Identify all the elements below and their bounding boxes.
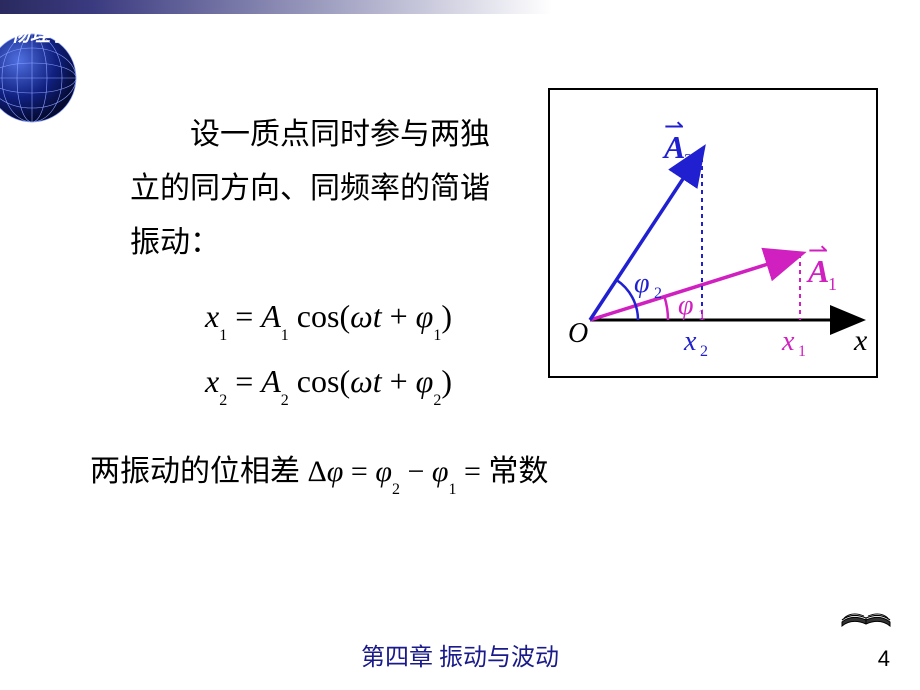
eq1-close: )	[441, 298, 452, 334]
svg-text:1: 1	[698, 307, 706, 324]
pd-eq: =	[343, 455, 375, 488]
eq2-t: t	[373, 363, 382, 399]
phase-suffix: 常数	[488, 455, 548, 488]
svg-text:x: x	[683, 326, 697, 357]
eq1-t: t	[373, 298, 382, 334]
pd-sub2: 2	[392, 481, 400, 498]
pd-sub1: 1	[448, 481, 456, 498]
pd-phi1: φ	[432, 455, 449, 488]
page-number: 4	[878, 646, 890, 672]
eq1-plus: +	[382, 298, 416, 334]
phase-prefix: 两振动的位相差	[90, 455, 300, 488]
diagram-svg: Oxx1x2φ1φ2A⇀1A⇀2	[550, 90, 876, 376]
svg-text:x: x	[853, 324, 868, 357]
eq1-omega: ω	[350, 298, 373, 334]
eq2-x: x	[205, 363, 219, 399]
svg-text:x: x	[781, 326, 795, 357]
intro-paragraph: 设一质点同时参与两独立的同方向、同频率的简谐振动：	[130, 108, 510, 270]
book-icon	[838, 590, 894, 630]
eq1-phi-sub: 1	[433, 327, 441, 344]
eq2-omega: ω	[350, 363, 373, 399]
eq2-x-sub: 2	[219, 392, 227, 409]
svg-text:2: 2	[654, 285, 662, 302]
pd-phi: φ	[327, 455, 344, 488]
pd-delta: Δ	[308, 455, 327, 488]
svg-text:φ: φ	[678, 290, 694, 321]
eq2-A: A	[261, 363, 281, 399]
header-gradient	[0, 0, 920, 14]
svg-text:⇀: ⇀	[808, 238, 828, 264]
eq1-cos: cos(	[289, 298, 350, 334]
eq2-phi: φ	[416, 363, 434, 399]
eq2-A-sub: 2	[281, 392, 289, 409]
footer-chapter: 第四章 振动与波动	[0, 637, 920, 672]
eq2-close: )	[441, 363, 452, 399]
svg-text:1: 1	[798, 343, 806, 360]
eq2-phi-sub: 2	[433, 392, 441, 409]
eq2-cos: cos(	[289, 363, 350, 399]
eq1-equals: =	[227, 298, 261, 334]
subject-label: 物理学	[10, 18, 70, 47]
phase-paragraph: 两振动的位相差 Δφ = φ2 − φ1 = 常数	[90, 445, 548, 499]
eq1-x: x	[205, 298, 219, 334]
svg-text:⇀: ⇀	[664, 114, 684, 140]
equation-1: x1 = A1 cos(ωt + φ1)	[205, 298, 452, 339]
pd-minus: −	[400, 455, 432, 488]
svg-text:2: 2	[700, 343, 708, 360]
equation-2: x2 = A2 cos(ωt + φ2)	[205, 363, 452, 404]
eq1-A-sub: 1	[281, 327, 289, 344]
svg-text:O: O	[568, 318, 588, 349]
pd-phi2: φ	[375, 455, 392, 488]
eq1-phi: φ	[416, 298, 434, 334]
pd-eq2: =	[456, 455, 488, 488]
eq2-plus: +	[382, 363, 416, 399]
svg-text:2: 2	[684, 150, 693, 170]
svg-text:φ: φ	[634, 268, 650, 299]
eq2-equals: =	[227, 363, 261, 399]
eq1-A: A	[261, 298, 281, 334]
eq1-x-sub: 1	[219, 327, 227, 344]
vector-diagram: Oxx1x2φ1φ2A⇀1A⇀2	[548, 88, 878, 378]
svg-text:1: 1	[828, 274, 837, 294]
indent	[130, 118, 190, 151]
